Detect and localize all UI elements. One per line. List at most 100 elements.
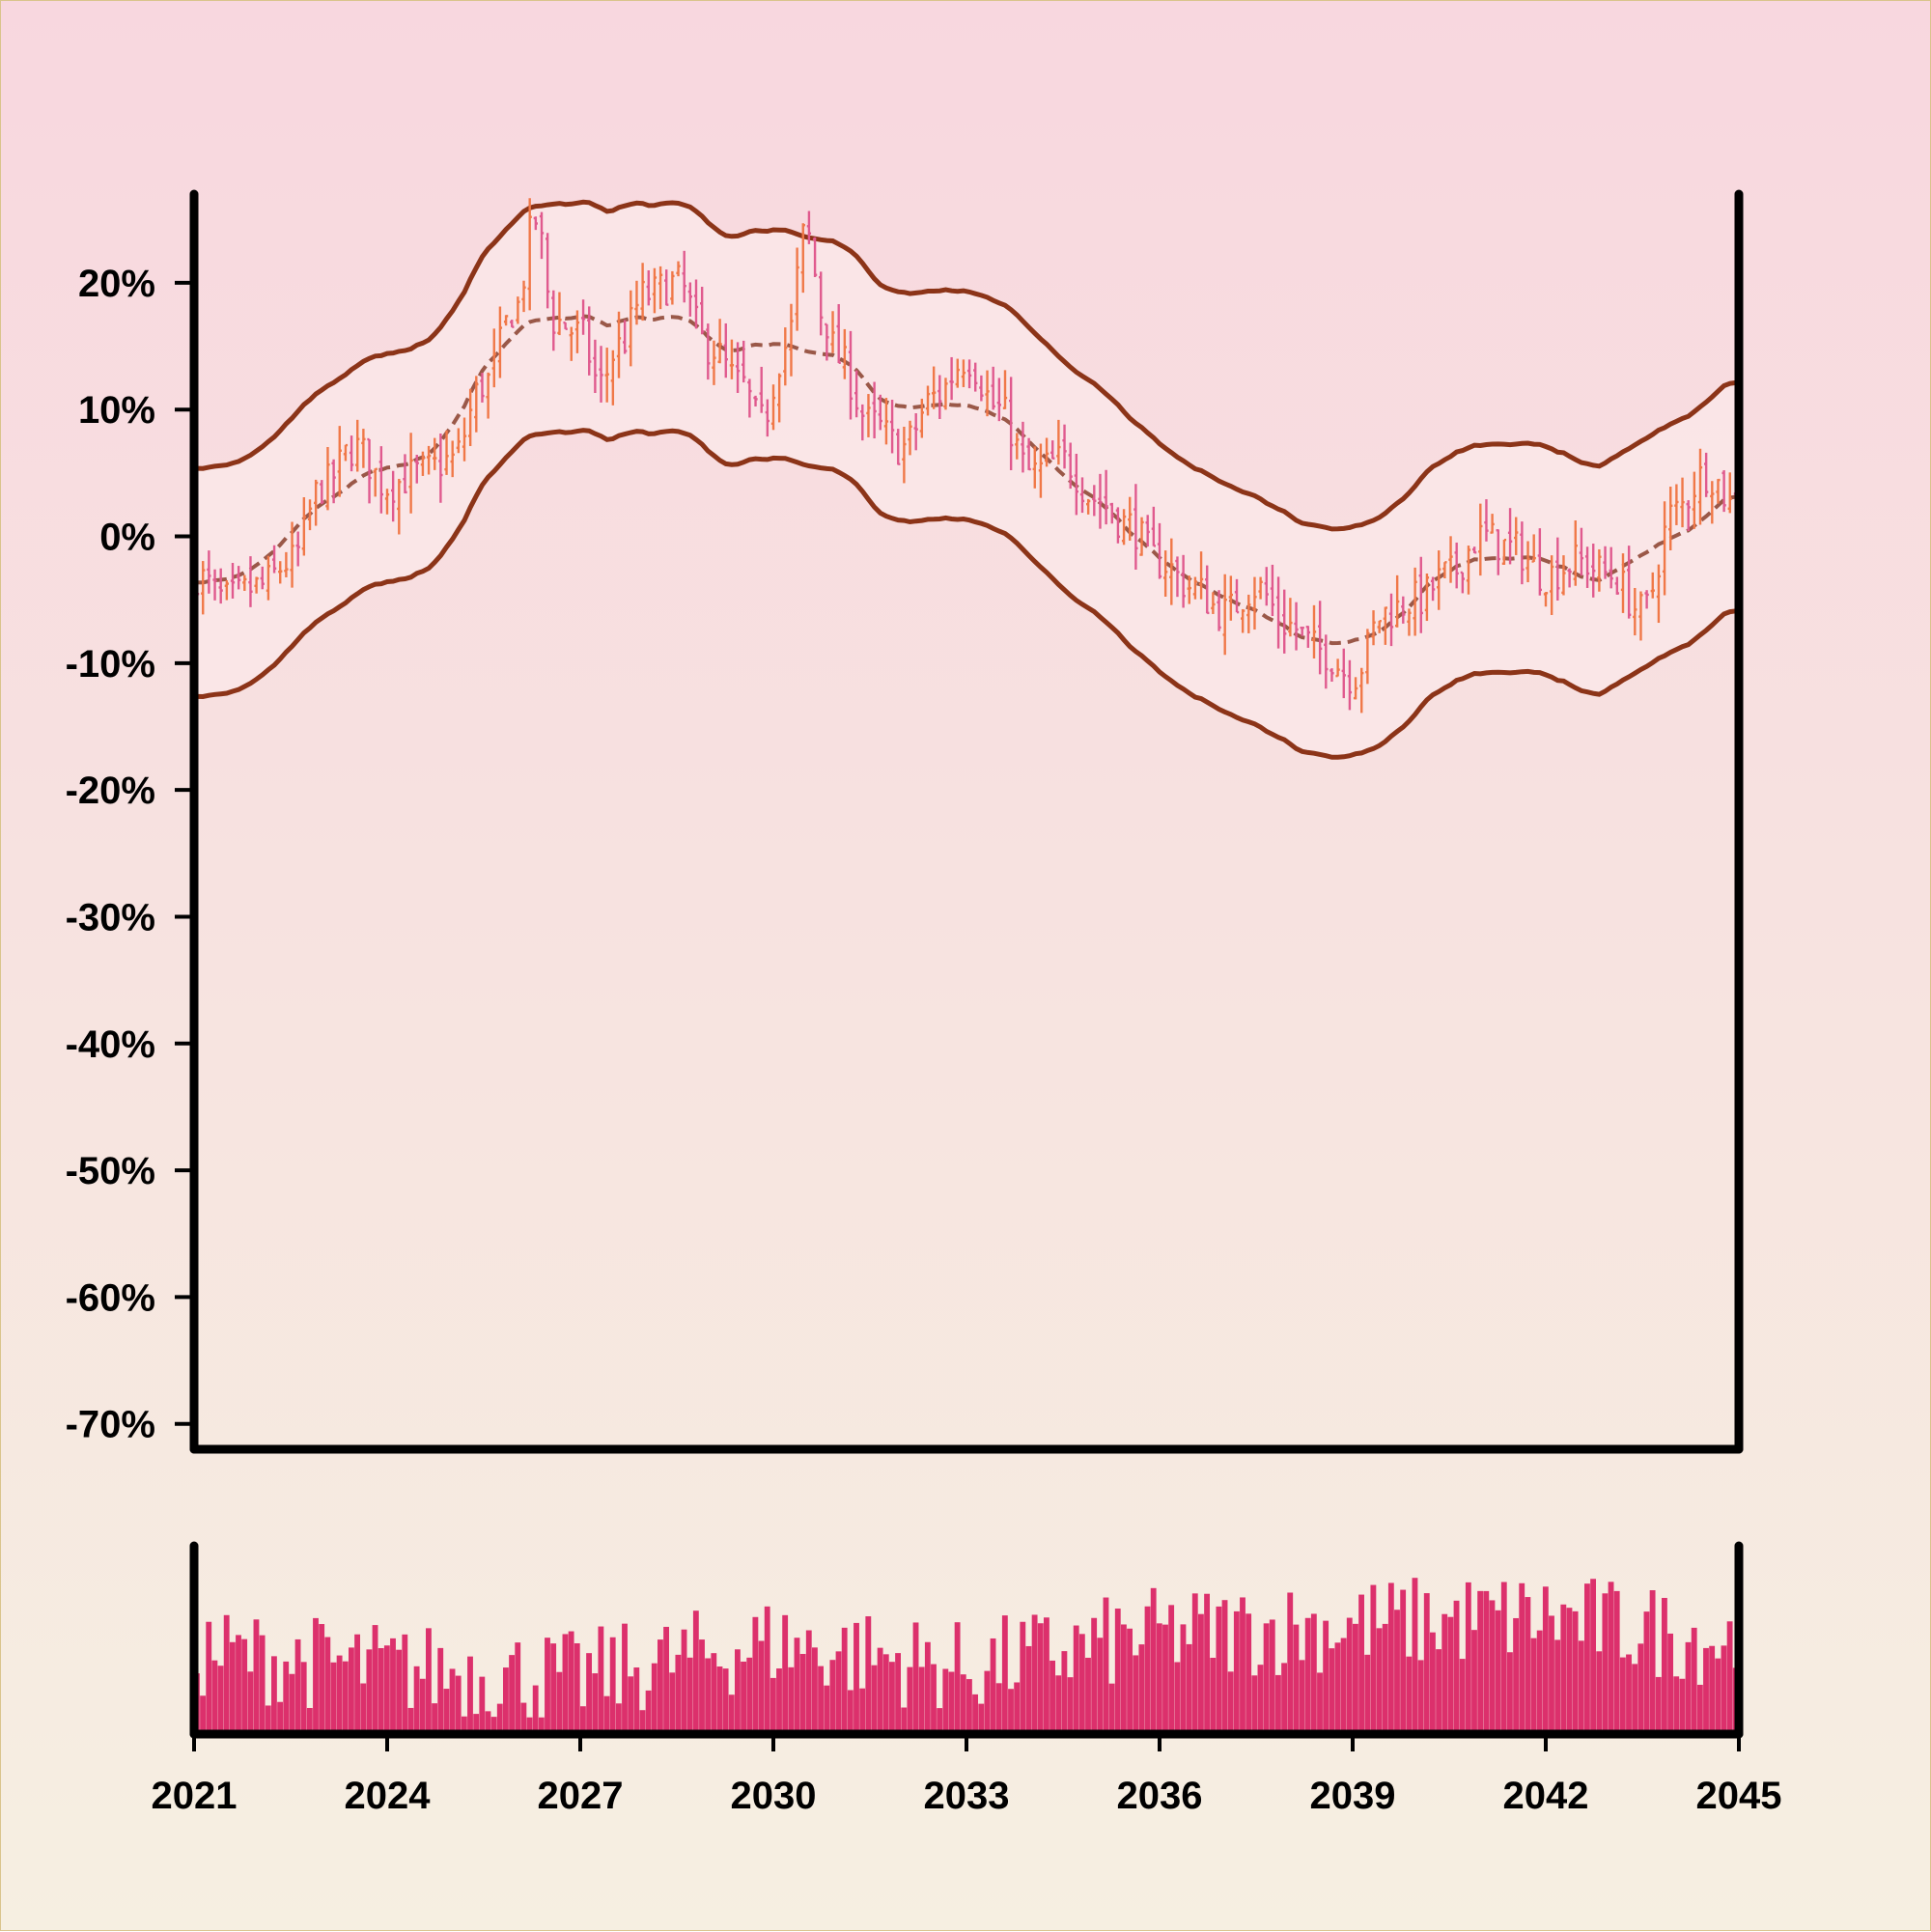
ohlc-bar — [913, 413, 918, 451]
ohlc-bar — [753, 395, 758, 406]
ohlc-bar — [1388, 593, 1394, 647]
volume-bar — [1078, 1634, 1085, 1734]
volume-bar — [1542, 1586, 1549, 1734]
ohlc-bar — [1484, 499, 1489, 542]
ohlc-bar — [1252, 576, 1257, 630]
volume-bar — [206, 1621, 212, 1734]
volume-bar — [598, 1626, 604, 1734]
ohlc-bar — [1395, 574, 1400, 628]
ohlc-bar — [1680, 477, 1685, 528]
volume-bar — [1477, 1590, 1484, 1734]
ohlc-bar — [426, 445, 432, 475]
ohlc-bar — [872, 381, 877, 439]
volume-bar — [847, 1690, 854, 1734]
volume-bar — [568, 1631, 574, 1734]
ohlc-bar — [932, 366, 937, 409]
volume-bar — [1412, 1578, 1418, 1734]
volume-bar — [663, 1626, 669, 1734]
volume-bar — [1590, 1579, 1596, 1734]
volume-bar — [1382, 1623, 1388, 1734]
volume-bar — [728, 1694, 735, 1734]
volume-bar — [1703, 1647, 1709, 1734]
volume-bar — [1162, 1624, 1168, 1734]
volume-bar — [865, 1616, 872, 1734]
volume-bar — [1346, 1617, 1353, 1734]
volume-bar — [1649, 1590, 1656, 1734]
volume-bar — [562, 1634, 569, 1734]
volume-bar — [984, 1670, 991, 1734]
volume-bar — [223, 1614, 230, 1734]
volume-bar — [372, 1625, 378, 1734]
volume-bar — [586, 1653, 592, 1734]
ohlc-bar — [503, 315, 509, 326]
ohlc-bar — [587, 306, 592, 376]
ohlc-bar — [527, 198, 532, 311]
volume-bar — [1085, 1657, 1091, 1734]
ohlc-bar — [996, 378, 1001, 422]
volume-bar — [972, 1694, 978, 1734]
volume-bar — [1103, 1597, 1109, 1734]
ohlc-bar — [1139, 517, 1144, 556]
ohlc-bar — [1079, 477, 1085, 514]
ohlc-bar — [1573, 519, 1578, 586]
ohlc-bar — [569, 326, 574, 361]
volume-bar — [378, 1648, 384, 1734]
ohlc-bar — [806, 210, 812, 244]
ohlc-bar — [497, 306, 503, 378]
y-tick-label: 0% — [99, 517, 155, 559]
volume-bar — [1073, 1625, 1079, 1734]
volume-bar — [948, 1671, 955, 1734]
ohlc-bar — [337, 426, 342, 497]
ohlc-bar — [266, 555, 271, 601]
ohlc-bar — [1407, 608, 1412, 636]
volume-bar — [1602, 1593, 1609, 1734]
volume-bar — [432, 1703, 437, 1734]
ohlc-bar — [860, 404, 865, 441]
ohlc-bar — [1520, 521, 1525, 585]
volume-bar — [990, 1638, 996, 1734]
volume-bar — [426, 1628, 432, 1734]
ohlc-bar — [1335, 658, 1340, 678]
ohlc-bar — [242, 574, 247, 591]
volume-bar — [854, 1622, 859, 1734]
ohlc-bar — [623, 320, 628, 354]
ohlc-bar — [1109, 502, 1114, 524]
y-tick-label: -70% — [66, 1404, 155, 1446]
ohlc-bar — [1311, 604, 1317, 658]
volume-bar — [473, 1714, 480, 1734]
volume-bar — [675, 1654, 682, 1734]
volume-bar — [889, 1662, 895, 1734]
x-tick-label: 2033 — [924, 1775, 1010, 1817]
volume-bar — [901, 1707, 908, 1734]
ohlc-bar — [1329, 668, 1334, 682]
ohlc-bar — [777, 373, 782, 423]
ohlc-bar — [343, 443, 349, 462]
volume-bar — [1519, 1582, 1525, 1734]
volume-bar — [1709, 1645, 1716, 1734]
volume-bar — [1364, 1654, 1371, 1734]
ohlc-bar — [919, 398, 924, 438]
ohlc-bar — [1579, 527, 1584, 576]
volume-bar — [354, 1634, 360, 1734]
volume-bar — [628, 1676, 634, 1734]
volume-bar — [1014, 1682, 1021, 1734]
volume-bar — [1560, 1604, 1567, 1734]
ohlc-bar — [1418, 556, 1423, 633]
ohlc-bar — [1460, 571, 1465, 594]
y-tick-label: -40% — [66, 1023, 155, 1066]
ohlc-bar — [1371, 610, 1376, 646]
ohlc-bar — [842, 328, 847, 379]
volume-bar — [651, 1663, 658, 1734]
volume-bar — [633, 1667, 640, 1734]
volume-bar — [1191, 1593, 1198, 1734]
ohlc-bar — [1353, 677, 1358, 700]
volume-bar — [443, 1689, 450, 1734]
volume-bar — [686, 1657, 693, 1734]
ohlc-bar — [1264, 567, 1269, 606]
ohlc-bar — [1282, 589, 1287, 654]
ohlc-bar — [1145, 515, 1150, 547]
ohlc-bar — [836, 303, 841, 364]
ohlc-bar — [480, 373, 485, 403]
ohlc-bar — [723, 322, 728, 378]
volume-bar — [1091, 1617, 1098, 1734]
